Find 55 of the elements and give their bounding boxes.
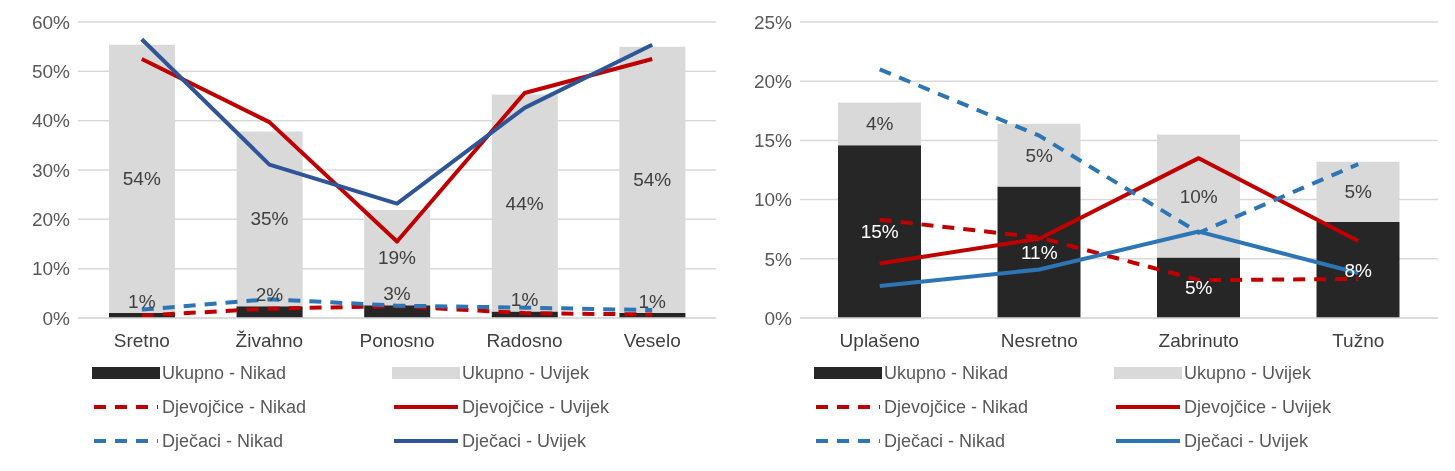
bar xyxy=(838,145,921,318)
legend-label: Dječaci - Nikad xyxy=(884,430,1006,452)
x-tick-label: Uplašeno xyxy=(839,330,920,352)
y-tick-label: 40% xyxy=(31,110,71,132)
legend-label: Dječaci - Nikad xyxy=(162,430,284,452)
y-tick-label: 60% xyxy=(31,11,71,33)
y-tick-label: 10% xyxy=(31,258,71,280)
y-tick-label: 20% xyxy=(31,209,71,231)
data-label: 5% xyxy=(1185,277,1213,299)
y-tick-label: 25% xyxy=(753,11,793,33)
legend-label: Dječaci - Uvijek xyxy=(1184,430,1309,452)
legend-label: Ukupno - Nikad xyxy=(162,362,287,384)
legend-label: Djevojčice - Uvijek xyxy=(1184,396,1332,418)
legend-label: Ukupno - Uvijek xyxy=(1184,362,1312,384)
x-tick-label: Sretno xyxy=(113,330,170,352)
data-label: 5% xyxy=(1344,181,1373,203)
data-label: 11% xyxy=(1020,241,1058,263)
data-label: 10% xyxy=(1179,185,1218,207)
data-label: 54% xyxy=(633,169,672,191)
data-label: 4% xyxy=(866,113,894,135)
y-tick-label: 30% xyxy=(31,159,71,181)
x-tick-label: Ponosno xyxy=(359,330,435,352)
bar xyxy=(1157,257,1240,318)
data-label: 54% xyxy=(122,168,161,190)
legend-label: Djevojčice - Uvijek xyxy=(462,396,610,418)
legend-label: Dječaci - Uvijek xyxy=(462,430,587,452)
bar xyxy=(1316,222,1400,318)
x-tick-label: Nesretno xyxy=(1000,330,1078,352)
data-label: 35% xyxy=(250,208,289,230)
data-label: 5% xyxy=(1025,144,1054,166)
data-label: 2% xyxy=(255,283,284,305)
legend-label: Ukupno - Nikad xyxy=(884,362,1009,384)
data-label: 8% xyxy=(1344,259,1373,281)
y-tick-label: 5% xyxy=(764,248,793,270)
legend-label: Ukupno - Uvijek xyxy=(462,362,590,384)
x-tick-label: Zabrinuto xyxy=(1158,330,1239,352)
legend-label: Djevojčice - Nikad xyxy=(884,396,1029,418)
data-label: 1% xyxy=(510,289,539,311)
x-tick-label: Veselo xyxy=(623,330,681,352)
y-tick-label: 20% xyxy=(753,70,793,92)
data-label: 3% xyxy=(383,282,411,304)
legend-label: Djevojčice - Nikad xyxy=(162,396,307,418)
y-tick-label: 0% xyxy=(764,307,793,329)
y-tick-label: 0% xyxy=(42,307,71,329)
data-label: 1% xyxy=(638,290,667,312)
y-tick-label: 15% xyxy=(753,130,793,152)
x-tick-label: Radosno xyxy=(486,330,563,352)
x-tick-label: Tužno xyxy=(1332,330,1385,352)
y-tick-label: 50% xyxy=(31,61,71,83)
y-tick-label: 10% xyxy=(753,189,793,211)
x-tick-label: Živahno xyxy=(235,330,304,352)
data-label: 44% xyxy=(505,192,544,214)
data-label: 15% xyxy=(860,221,899,243)
data-label: 1% xyxy=(128,290,156,312)
data-label: 19% xyxy=(377,247,417,269)
